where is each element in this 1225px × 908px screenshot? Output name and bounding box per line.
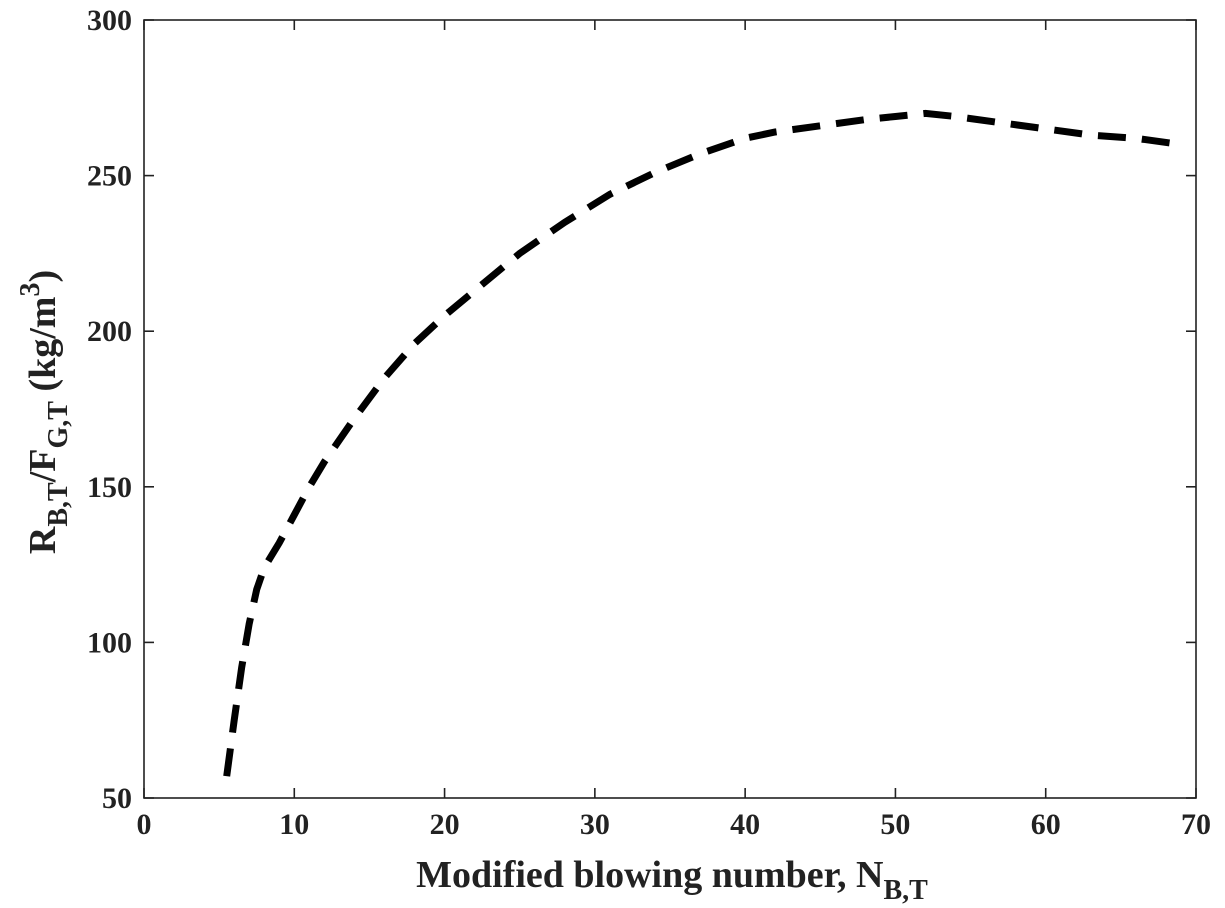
y-tick-label: 250	[87, 160, 132, 193]
x-tick-label: 60	[1031, 808, 1061, 841]
x-tick-label: 70	[1181, 808, 1211, 841]
x-axis-title: Modified blowing number, NB,T	[416, 854, 928, 906]
x-tick-label: 50	[880, 808, 910, 841]
x-tick-label: 30	[580, 808, 610, 841]
series-line-0	[223, 109, 1182, 777]
y-tick-label: 200	[87, 315, 132, 348]
x-tick-label: 40	[730, 808, 760, 841]
x-tick-label: 0	[137, 808, 152, 841]
x-tick-label: 20	[430, 808, 460, 841]
y-tick-label: 100	[87, 626, 132, 659]
plot-frame	[143, 19, 1197, 799]
y-tick-label: 50	[102, 782, 132, 815]
y-axis-title: RB,T/FG,T (kg/m3)	[15, 270, 74, 554]
y-tick-label: 300	[87, 4, 132, 37]
x-tick-label: 10	[279, 808, 309, 841]
y-tick-label: 150	[87, 471, 132, 504]
